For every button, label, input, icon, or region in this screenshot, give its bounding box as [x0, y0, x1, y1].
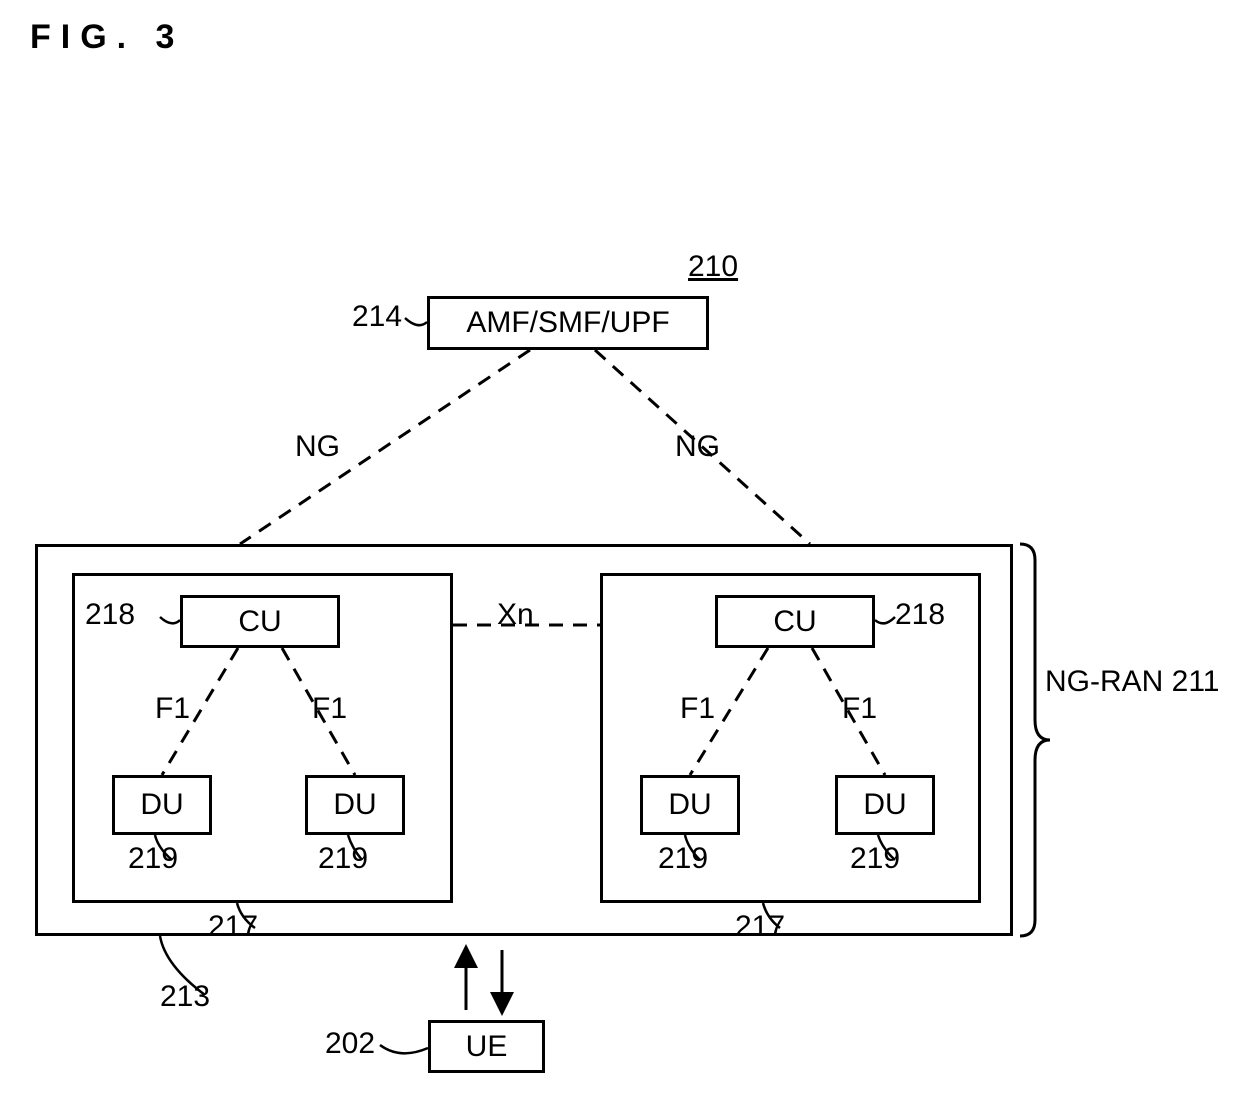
core-node: AMF/SMF/UPF	[427, 296, 709, 350]
du-right-right-node: DU	[835, 775, 935, 835]
du-lr-ref: 219	[318, 842, 368, 876]
ue-ref: 202	[325, 1027, 375, 1061]
cu-left-label: CU	[238, 605, 281, 639]
leader-202	[380, 1045, 428, 1053]
xn-label: Xn	[493, 598, 538, 632]
cu-right-label: CU	[773, 605, 816, 639]
du-right-left-node: DU	[640, 775, 740, 835]
cu-left-node: CU	[180, 595, 340, 648]
ngran-label: NG-RAN 211	[1045, 665, 1220, 699]
gnb-right-ref: 217	[735, 910, 785, 944]
f1-ll-label: F1	[155, 692, 190, 726]
du-left-left-node: DU	[112, 775, 212, 835]
f1-rr-label: F1	[842, 692, 877, 726]
f1-rl-label: F1	[680, 692, 715, 726]
ng-left-label: NG	[295, 430, 340, 464]
ngran-container-ref: 213	[160, 980, 210, 1014]
ng-right-label: NG	[675, 430, 720, 464]
core-node-label: AMF/SMF/UPF	[466, 306, 669, 340]
core-ref-label: 214	[352, 300, 402, 334]
ue-label: UE	[466, 1030, 508, 1064]
cu-right-node: CU	[715, 595, 875, 648]
ue-node: UE	[428, 1020, 545, 1073]
du-lr-label: DU	[333, 788, 376, 822]
figure-title: FIG. 3	[30, 18, 184, 57]
ng-left-edge	[240, 350, 530, 544]
du-ll-ref: 219	[128, 842, 178, 876]
du-rr-ref: 219	[850, 842, 900, 876]
gnb-left-ref: 217	[208, 910, 258, 944]
leader-214	[405, 318, 427, 325]
du-left-right-node: DU	[305, 775, 405, 835]
f1-lr-label: F1	[312, 692, 347, 726]
cu-left-ref: 218	[85, 598, 135, 632]
du-ll-label: DU	[140, 788, 183, 822]
du-rr-label: DU	[863, 788, 906, 822]
ngran-brace	[1020, 544, 1050, 936]
system-ref-label: 210	[688, 250, 738, 284]
cu-right-ref: 218	[895, 598, 945, 632]
du-rl-ref: 219	[658, 842, 708, 876]
du-rl-label: DU	[668, 788, 711, 822]
